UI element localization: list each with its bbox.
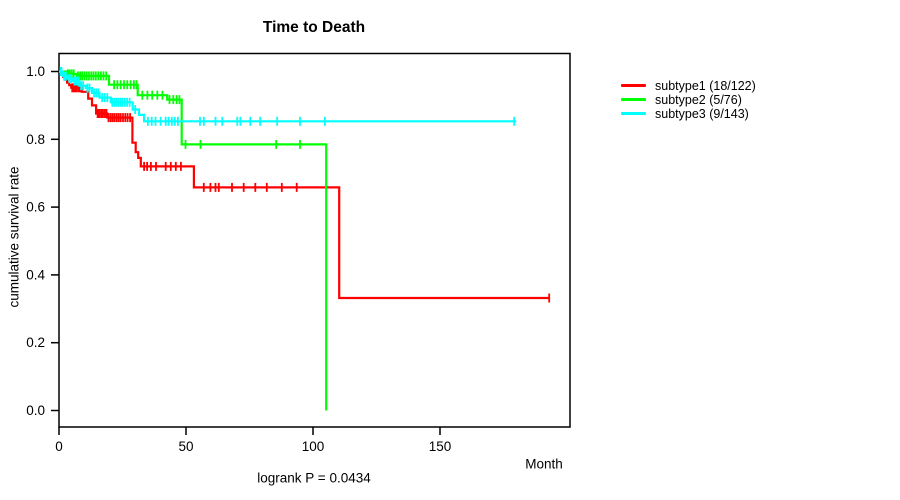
x-tick-label: 50 <box>178 439 193 454</box>
x-tick-label: 100 <box>302 439 325 454</box>
legend-item: subtype1 (18/122) <box>621 78 756 93</box>
logrank-caption: logrank P = 0.0434 <box>257 470 371 486</box>
legend-label: subtype3 (9/143) <box>655 106 749 121</box>
y-tick-label: 0.8 <box>26 132 45 147</box>
y-tick-label: 0.2 <box>26 335 45 350</box>
plot-border <box>58 52 571 428</box>
legend-label: subtype1 (18/122) <box>655 78 756 93</box>
legend-item: subtype3 (9/143) <box>621 106 756 121</box>
legend-item: subtype2 (5/76) <box>621 92 756 107</box>
legend-line-swatch <box>621 84 646 87</box>
y-tick-label: 0.0 <box>26 403 45 418</box>
x-tick-label: 150 <box>429 439 452 454</box>
y-tick-label: 0.4 <box>26 267 45 282</box>
y-axis-label: cumulative survival rate <box>6 166 22 308</box>
chart-title: Time to Death <box>262 19 366 36</box>
legend-line-swatch <box>621 98 646 101</box>
y-tick-label: 0.6 <box>26 200 45 215</box>
legend-line-swatch <box>621 112 646 115</box>
x-axis-label: Month <box>525 456 563 472</box>
legend-label: subtype2 (5/76) <box>655 92 742 107</box>
survival-curve-subtype3 <box>59 70 517 123</box>
x-tick-label: 0 <box>55 439 63 454</box>
y-tick-label: 1.0 <box>26 64 45 79</box>
legend: subtype1 (18/122) subtype2 (5/76) subtype3… <box>621 78 756 121</box>
